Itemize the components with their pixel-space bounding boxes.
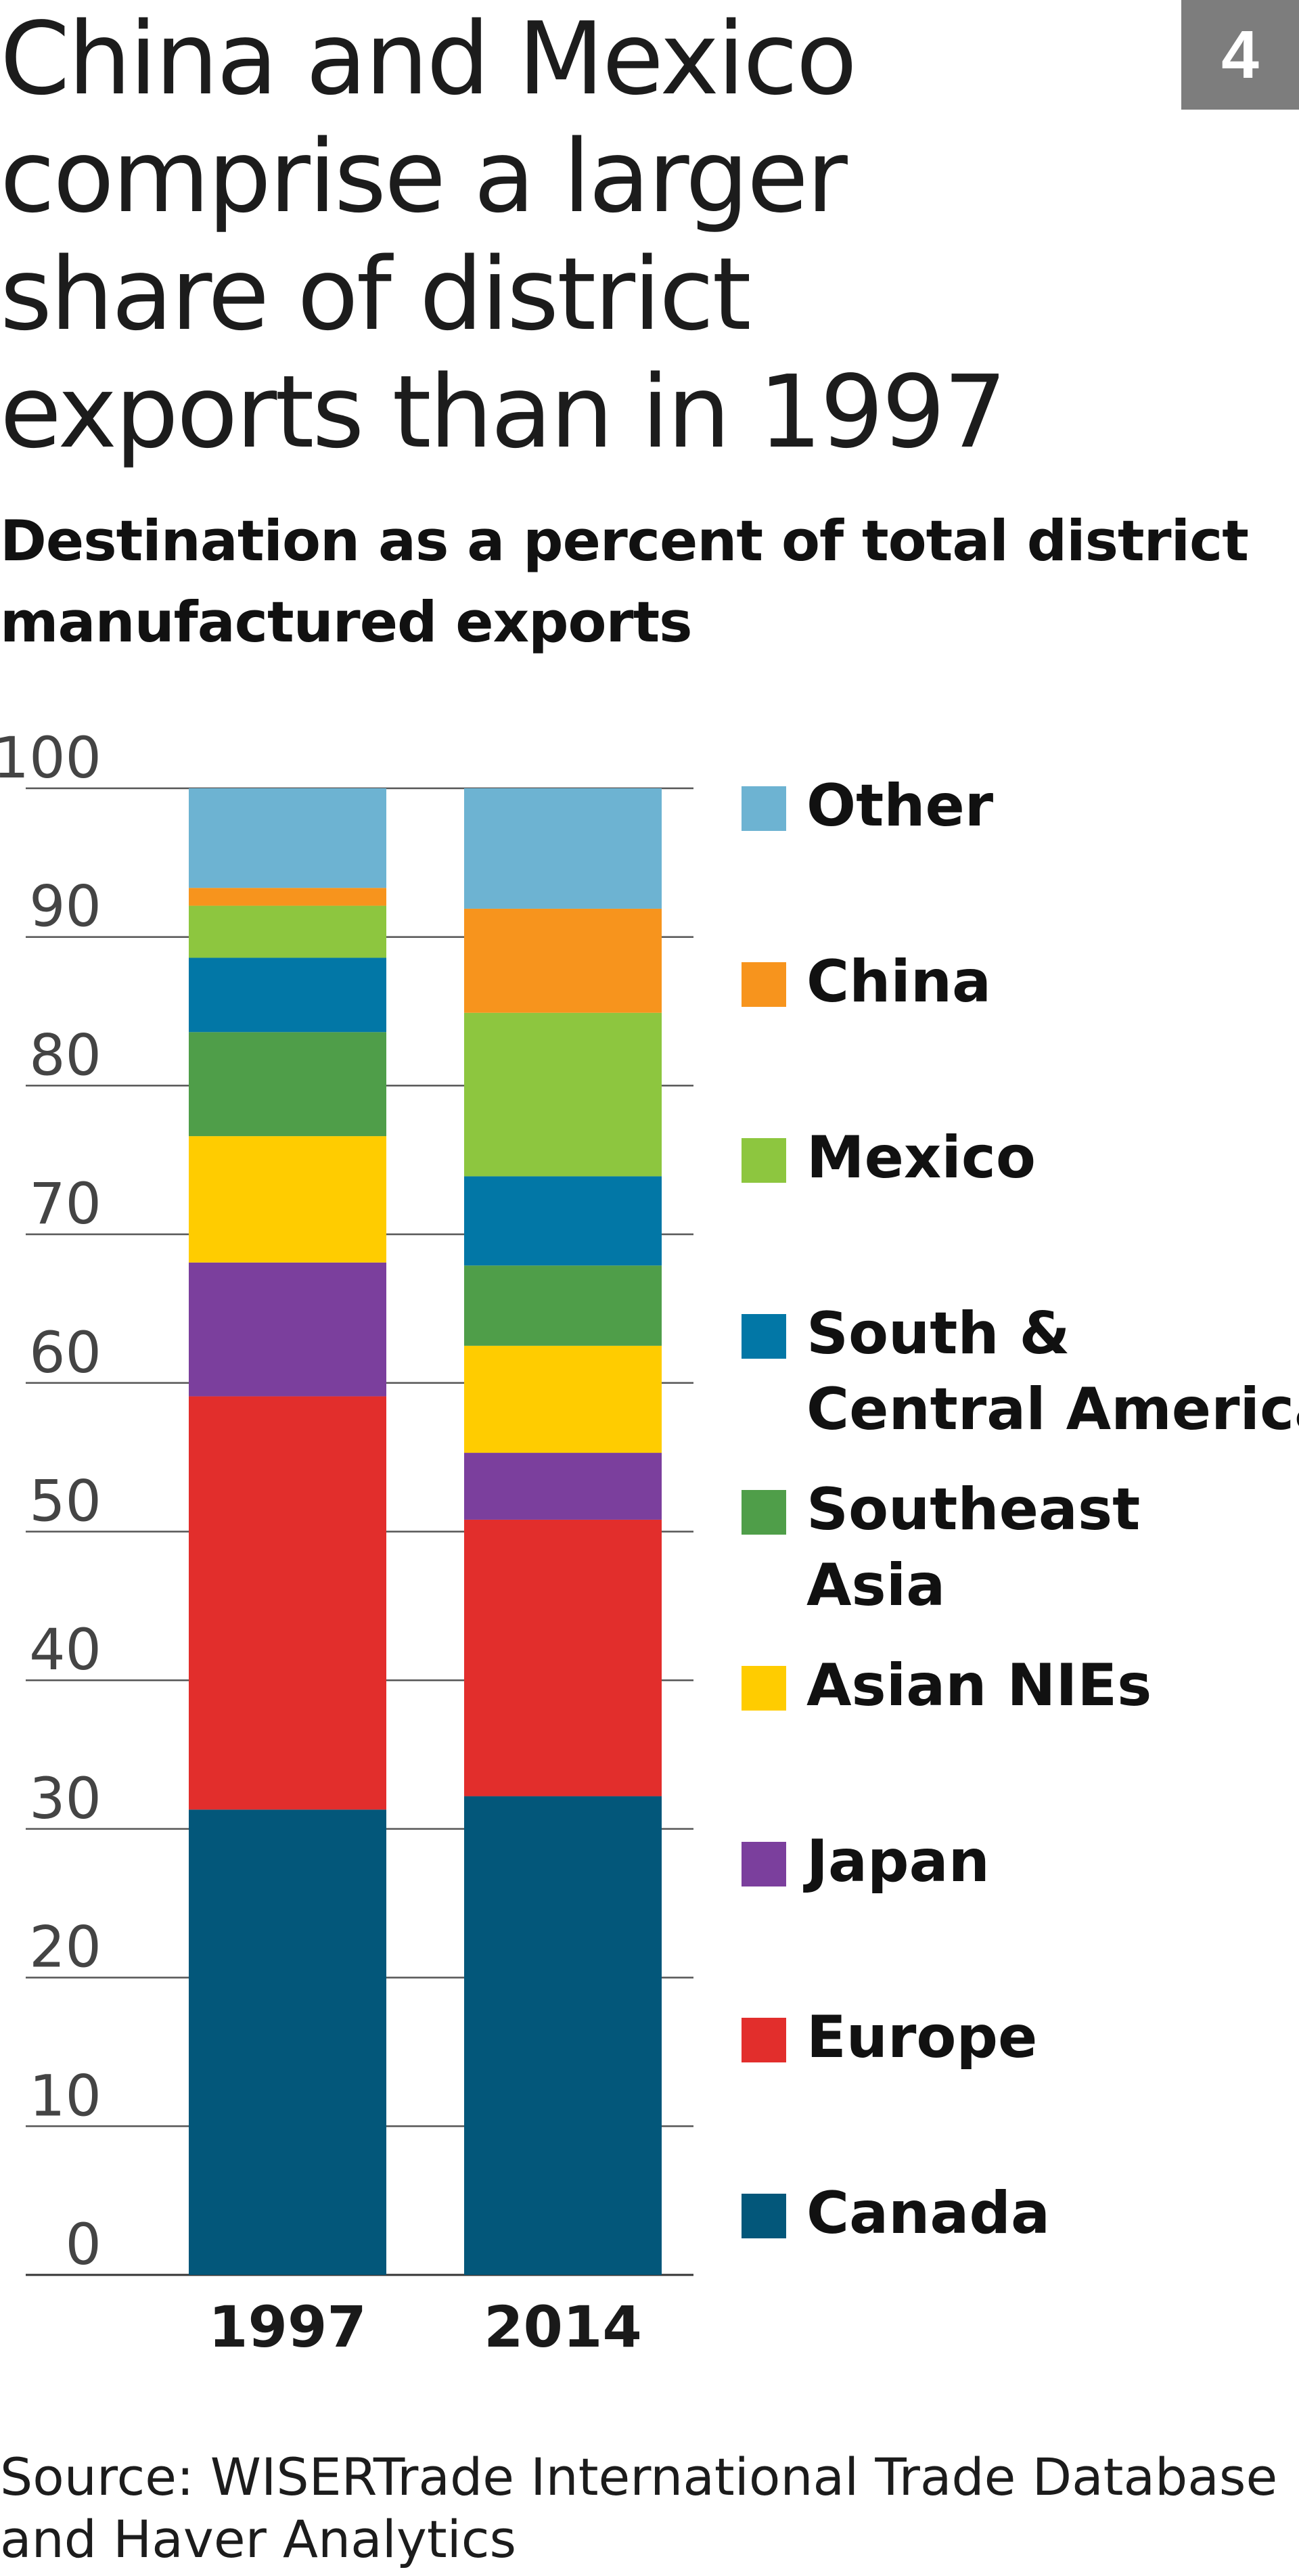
legend-label-mexico: Mexico [806,1124,1036,1192]
legend: Other China Mexico South & Central America So… [742,772,1299,2247]
y-tick-label-30: 30 [29,1765,101,1832]
legend-label-other: Other [806,772,994,840]
figure-number-badge: 4 [1181,0,1299,110]
y-tick-label-90: 90 [29,874,101,940]
x-category-label-2014: 2014 [484,2294,642,2360]
x-category-label-1997: 1997 [208,2294,367,2360]
bar-segment-asian-nies-2014 [464,1345,662,1453]
y-tick-label-20: 20 [29,1914,101,1981]
bar-segment-asian-nies-1997 [189,1136,386,1263]
x-axis-categories: 1997 2014 [208,2294,642,2360]
legend-swatch-southeast-asia [742,1490,786,1535]
bars [189,788,662,2275]
legend-label-southeast-asia: Southeast Asia [806,1476,1140,1619]
bar-segment-europe-2014 [464,1519,662,1797]
bar-segment-southeast-asia-1997 [189,1032,386,1137]
y-axis-ticks: 0 10 20 30 40 50 60 70 80 90 100 [0,725,101,2278]
bar-segment-other-1997 [189,788,386,888]
y-tick-label-0: 0 [66,2211,101,2278]
bar-segment-south-and-central-america-1997 [189,957,386,1033]
bar-segment-canada-1997 [189,1809,386,2275]
source-note: Source: WISERTrade International Trade D… [0,2447,1278,2569]
y-tick-label-80: 80 [29,1022,101,1088]
y-tick-label-40: 40 [29,1617,101,1683]
legend-swatch-china [742,962,786,1007]
bar-segment-southeast-asia-2014 [464,1265,662,1346]
legend-swatch-south-and-central-america [742,1314,786,1359]
legend-swatch-mexico [742,1138,786,1183]
legend-label-asian-nies: Asian NIEs [806,1652,1152,1719]
bar-segment-china-1997 [189,888,386,906]
y-tick-label-70: 70 [29,1171,101,1237]
y-tick-label-10: 10 [29,2062,101,2129]
legend-label-japan: Japan [803,1828,990,1895]
bar-segment-china-2014 [464,908,662,1013]
bar-segment-canada-2014 [464,1796,662,2275]
bar-segment-europe-1997 [189,1396,386,1810]
legend-label-south-and-central-america: South & Central America [806,1300,1299,1443]
bar-segment-other-2014 [464,788,662,909]
legend-label-canada: Canada [806,2179,1050,2247]
chart-title: China and Mexico comprise a larger share… [0,1,1007,470]
chart-subtitle: Destination as a percent of total distri… [0,508,1249,655]
legend-label-europe: Europe [806,2004,1037,2071]
legend-swatch-canada [742,2194,786,2238]
legend-label-china: China [806,948,991,1016]
legend-swatch-other [742,786,786,831]
bar-segment-south-and-central-america-2014 [464,1176,662,1266]
legend-swatch-asian-nies [742,1666,786,1711]
y-tick-label-50: 50 [29,1468,101,1535]
bar-segment-mexico-2014 [464,1012,662,1177]
y-tick-label-60: 60 [29,1319,101,1386]
y-tick-label-100: 100 [0,725,101,791]
legend-swatch-europe [742,2018,786,2062]
bar-segment-japan-1997 [189,1262,386,1397]
legend-swatch-japan [742,1842,786,1886]
bar-segment-japan-2014 [464,1453,662,1520]
bar-segment-mexico-1997 [189,905,386,958]
